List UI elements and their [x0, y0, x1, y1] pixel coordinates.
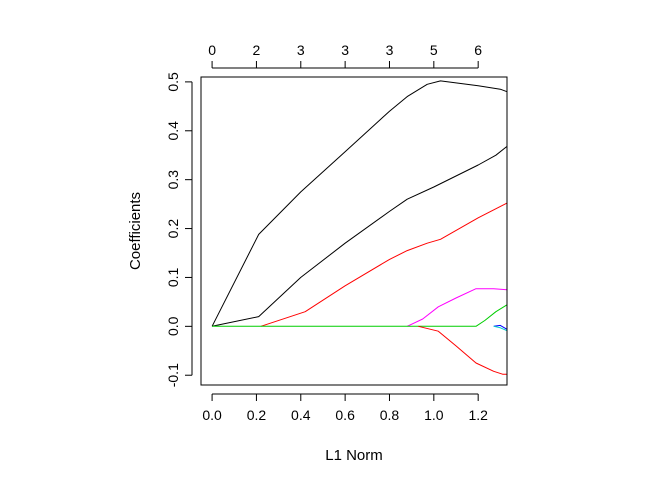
- x-tick-label: 0.6: [335, 407, 355, 423]
- plot-frame: [200, 76, 508, 386]
- axes-layer: 0.0 0.2 0.4 0.6 0.8 1.0 1.2 0 2 3 3 3 5 6 -0.1 0.0 0.1 0.…: [165, 42, 488, 423]
- y-tick-label: 0.0: [165, 316, 181, 336]
- x-tick-label: 0.4: [291, 407, 311, 423]
- y-tick-label: 0.2: [165, 219, 181, 239]
- y-tick-label: 0.4: [165, 121, 181, 141]
- top-tick-label: 6: [474, 42, 482, 58]
- x-tick-label: 1.2: [468, 407, 488, 423]
- series-line-7: [493, 324, 508, 330]
- top-tick-label: 3: [386, 42, 394, 58]
- x-axis-title: L1 Norm: [325, 447, 383, 464]
- series-line-5: [212, 304, 508, 327]
- series-line-4: [406, 288, 508, 327]
- series-line-6: [418, 325, 507, 375]
- y-tick-label: 0.3: [165, 170, 181, 190]
- y-tick-label: -0.1: [165, 363, 181, 387]
- series-layer: [211, 80, 508, 375]
- top-tick-label: 5: [430, 42, 438, 58]
- top-tick-label: 3: [341, 42, 349, 58]
- y-axis-title: Coefficients: [127, 192, 144, 270]
- x-tick-label: 0.2: [247, 407, 267, 423]
- series-line-8: [493, 325, 508, 332]
- y-tick-label: 0.1: [165, 267, 181, 287]
- x-tick-label: 0.8: [380, 407, 400, 423]
- top-tick-label: 0: [208, 42, 216, 58]
- x-tick-label: 1.0: [424, 407, 444, 423]
- top-tick-label: 3: [297, 42, 305, 58]
- series-line-3: [260, 202, 508, 327]
- x-tick-label: 0.0: [202, 407, 222, 423]
- y-tick-label: 0.5: [165, 72, 181, 92]
- top-tick-label: 2: [253, 42, 261, 58]
- series-line-1: [211, 80, 508, 327]
- series-line-2: [211, 146, 508, 327]
